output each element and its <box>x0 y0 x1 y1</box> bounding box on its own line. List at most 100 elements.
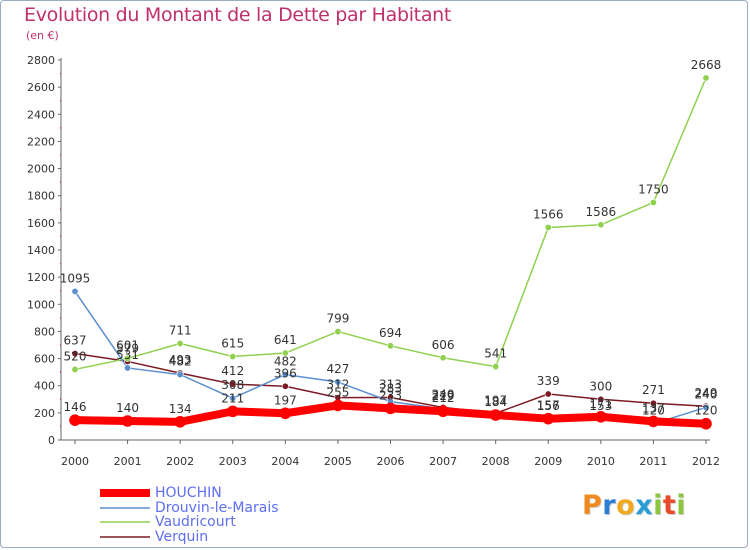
legend-label-vaudricourt: Vaudricourt <box>155 514 236 530</box>
point-houchin <box>174 416 186 428</box>
point-houchin <box>647 415 660 428</box>
point-verquin <box>229 380 237 388</box>
x-tick-label: 2001 <box>114 455 142 468</box>
data-label-houchin: 146 <box>64 400 87 414</box>
data-label-houchin: 157 <box>537 399 560 413</box>
data-label-vaudricourt: 1566 <box>533 207 564 221</box>
proxiti-logo: Proxiti <box>582 490 687 521</box>
y-tick-label: 2400 <box>27 108 55 121</box>
data-label-drouvin-le-marais: 308 <box>221 378 244 392</box>
point-vaudricourt <box>702 74 710 82</box>
point-vaudricourt <box>281 349 289 357</box>
data-label-houchin: 197 <box>274 393 297 407</box>
x-tick-label: 2007 <box>429 455 457 468</box>
data-label-houchin: 134 <box>169 402 192 416</box>
point-vaudricourt <box>544 223 552 231</box>
point-houchin <box>226 405 239 418</box>
point-vaudricourt <box>386 342 394 350</box>
y-tick-label: 600 <box>34 353 55 366</box>
data-label-vaudricourt: 1750 <box>638 183 669 197</box>
point-houchin <box>595 410 607 423</box>
data-label-drouvin-le-marais: 1095 <box>60 271 91 285</box>
data-label-verquin: 300 <box>589 379 612 393</box>
point-drouvin-le-marais <box>176 371 184 379</box>
point-houchin <box>69 414 81 426</box>
data-label-vaudricourt: 2668 <box>691 58 722 72</box>
data-label-houchin: 171 <box>589 397 612 411</box>
data-label-houchin: 137 <box>642 401 665 415</box>
y-tick-label: 2800 <box>27 54 55 67</box>
x-tick-label: 2012 <box>692 455 720 468</box>
data-label-vaudricourt: 520 <box>64 349 87 363</box>
y-tick-label: 1200 <box>27 271 55 284</box>
point-drouvin-le-marais <box>281 371 289 379</box>
point-vaudricourt <box>124 354 132 362</box>
data-label-vaudricourt: 799 <box>326 312 349 326</box>
legend-swatches <box>100 489 150 538</box>
point-drouvin-le-marais <box>71 287 79 295</box>
data-label-verquin: 271 <box>642 383 665 397</box>
point-drouvin-le-marais <box>702 403 710 411</box>
data-label-verquin: 339 <box>537 374 560 388</box>
data-label-drouvin-le-marais: 283 <box>379 382 402 396</box>
legend-label-drouvin: Drouvin-le-Marais <box>155 500 279 516</box>
y-tick-label: 1000 <box>27 298 55 311</box>
y-tick-label: 800 <box>34 325 55 338</box>
point-drouvin-le-marais <box>124 364 132 372</box>
point-houchin <box>384 402 397 415</box>
chart-lines <box>71 77 710 428</box>
data-label-houchin: 233 <box>379 388 402 402</box>
x-tick-label: 2010 <box>587 455 615 468</box>
data-label-verquin: 637 <box>64 334 87 348</box>
data-label-houchin: 140 <box>116 401 139 415</box>
point-verquin <box>597 395 605 403</box>
data-label-verquin: 312 <box>326 378 349 392</box>
point-verquin <box>281 382 289 390</box>
data-label-verquin: 412 <box>221 364 244 378</box>
point-houchin <box>542 412 555 425</box>
x-tick-label: 2002 <box>166 455 194 468</box>
data-label-verquin: 249 <box>695 386 718 400</box>
data-label-drouvin-le-marais: 153 <box>589 399 612 413</box>
point-vaudricourt <box>334 328 342 336</box>
y-tick-label: 400 <box>34 380 55 393</box>
x-tick-label: 2000 <box>61 455 89 468</box>
data-label-vaudricourt: 1586 <box>586 205 617 219</box>
data-label-verquin: 579 <box>116 341 139 355</box>
x-tick-label: 2005 <box>324 455 352 468</box>
chart-title: Evolution du Montant de la Dette par Hab… <box>24 4 452 26</box>
x-tick-label: 2008 <box>482 455 510 468</box>
point-verquin <box>649 399 657 407</box>
point-vaudricourt <box>176 340 184 348</box>
data-label-vaudricourt: 641 <box>274 333 297 347</box>
point-houchin <box>489 409 502 421</box>
point-verquin <box>71 350 79 358</box>
data-label-drouvin-le-marais: 120 <box>642 404 665 418</box>
point-houchin <box>279 407 292 420</box>
point-vaudricourt <box>649 199 657 207</box>
data-label-vaudricourt: 694 <box>379 326 402 340</box>
legend-label-houchin: HOUCHIN <box>155 485 222 501</box>
y-tick-label: 2000 <box>27 163 55 176</box>
y-tick-label: 1400 <box>27 244 55 257</box>
point-vaudricourt <box>71 365 79 373</box>
data-label-verquin: 493 <box>169 353 192 367</box>
data-label-houchin: 120 <box>695 404 718 418</box>
data-label-drouvin-le-marais: 482 <box>274 355 297 369</box>
chart-axes: 0 200 400 600 800 1000 1200 1400 1600 1800 2000 220… <box>27 54 720 468</box>
data-label-houchin: 255 <box>326 385 349 399</box>
point-vaudricourt <box>229 353 237 361</box>
y-tick-label: 200 <box>34 407 55 420</box>
data-label-vaudricourt: 711 <box>169 324 192 338</box>
point-houchin <box>700 417 712 430</box>
y-tick-label: 0 <box>48 434 55 447</box>
point-houchin <box>437 405 449 418</box>
data-label-drouvin-le-marais: 427 <box>326 362 349 376</box>
data-label-verquin: 313 <box>379 378 402 392</box>
data-label-drouvin-le-marais: 482 <box>169 355 192 369</box>
y-tick-label: 1600 <box>27 217 55 230</box>
chart-subtitle: (en €) <box>26 29 59 42</box>
data-label-verquin: 197 <box>484 393 507 407</box>
data-label-vaudricourt: 606 <box>432 338 455 352</box>
